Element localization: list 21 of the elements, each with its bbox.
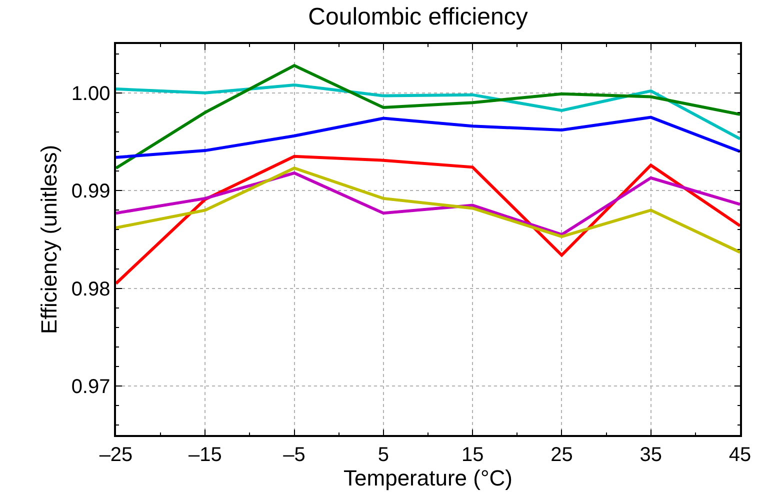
- x-tick-label: –15: [188, 444, 222, 466]
- x-axis-title: Temperature (°C): [344, 466, 512, 491]
- line-series: [116, 116, 740, 159]
- line-series: [116, 154, 740, 285]
- chart-title: Coulombic efficiency: [308, 3, 528, 30]
- x-tick-label: 45: [728, 444, 752, 466]
- y-tick-label: 0.98: [71, 278, 110, 300]
- x-tick-label: 25: [550, 444, 573, 466]
- y-axis-title: Efficiency (unitless): [36, 144, 62, 334]
- line-series: [116, 172, 740, 236]
- x-tick-label: 5: [378, 444, 389, 466]
- x-tick-label: 35: [640, 444, 662, 466]
- y-tick-label: 0.97: [71, 376, 110, 398]
- x-tick-label: –25: [99, 444, 133, 466]
- y-tick-label: 0.99: [71, 180, 110, 203]
- line-series: [116, 166, 740, 254]
- line-series: [116, 64, 740, 170]
- x-tick-label: 15: [461, 444, 484, 466]
- line-series: [116, 84, 740, 140]
- y-tick-label: 1.00: [71, 82, 110, 105]
- x-tick-label: –5: [283, 444, 306, 466]
